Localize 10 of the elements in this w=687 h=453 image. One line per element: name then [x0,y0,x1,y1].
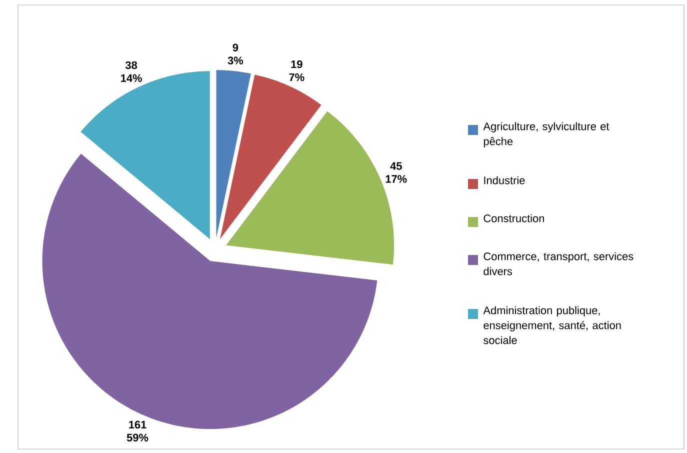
data-label: 9 3% [228,44,244,64]
legend-label: Agriculture, sylviculture et pêche [483,122,610,148]
data-label: 38 14% [121,61,142,82]
data-label: 161 59% [126,420,148,442]
legend-label: Commerce, transport, services divers [484,252,634,276]
legend-label: Administration publique, enseignement, santé, action sociale [483,306,621,344]
legend-label: Industrie [484,176,525,184]
data-label: 19 7% [289,60,304,82]
data-label: 45 17% [386,162,407,183]
legend-label: Construction [484,214,544,222]
